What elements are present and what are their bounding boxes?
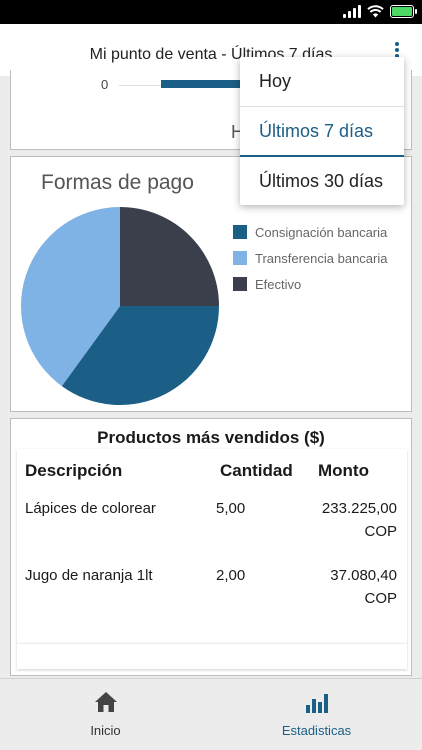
status-bar	[0, 0, 422, 24]
legend-item: Efectivo	[233, 271, 387, 297]
table-footer	[17, 643, 407, 669]
payment-methods-pie	[20, 207, 219, 405]
legend-swatch	[233, 277, 247, 291]
axis-zero-label: 0	[101, 77, 109, 92]
payment-methods-card: Formas de pago Consignación bancaria Tran…	[10, 156, 412, 412]
legend-label: Transferencia bancaria	[255, 250, 388, 266]
more-options-icon[interactable]	[394, 42, 400, 60]
row-cantidad: 2,00	[216, 567, 246, 584]
column-header-monto: Monto	[318, 461, 369, 480]
column-header-cantidad: Cantidad	[220, 461, 293, 480]
legend-item: Consignación bancaria	[233, 219, 387, 245]
row-monto-currency: COP	[364, 523, 397, 540]
pie-slice-consignaci-n-bancaria	[61, 306, 219, 405]
menu-divider	[240, 106, 404, 107]
menu-item-ultimos-7-dias[interactable]: Últimos 7 días	[259, 121, 374, 141]
menu-item-ultimos-30-dias[interactable]: Últimos 30 días	[259, 171, 384, 191]
pie-chart-title: Formas de pago	[41, 171, 194, 194]
legend-swatch	[233, 225, 247, 239]
row-descripcion: Jugo de naranja 1lt	[25, 567, 153, 584]
legend-label: Consignación bancaria	[255, 224, 388, 240]
home-icon	[94, 692, 117, 712]
tab-inicio-label: Inicio	[90, 723, 121, 738]
tab-inicio[interactable]: Inicio	[0, 679, 211, 750]
pie-slice-transferencia-bancaria	[20, 207, 121, 387]
row-descripcion: Lápices de colorear	[25, 500, 156, 517]
menu-selected-underline	[240, 155, 404, 157]
legend-label: Efectivo	[255, 276, 302, 292]
products-table: Descripción Cantidad Monto Lápices de co…	[17, 449, 407, 643]
row-monto-currency: COP	[364, 590, 397, 607]
bottom-tab-bar: Inicio Estadisticas	[0, 678, 422, 750]
top-products-title: Productos más vendidos ($)	[97, 428, 325, 447]
row-cantidad: 5,00	[216, 500, 246, 517]
pie-legend: Consignación bancaria Transferencia banca…	[233, 219, 387, 297]
date-range-menu: Hoy Últimos 7 días Últimos 30 días	[240, 57, 404, 205]
wifi-icon	[367, 4, 384, 17]
tab-estadisticas-label: Estadisticas	[281, 723, 352, 738]
legend-swatch	[233, 251, 247, 265]
pie-slice-efectivo	[120, 207, 219, 306]
battery-icon	[390, 4, 417, 18]
row-monto: 37.080,40 COP	[277, 564, 397, 610]
status-indicators	[343, 4, 417, 18]
menu-item-hoy[interactable]: Hoy	[259, 71, 292, 91]
row-monto-value: 233.225,00	[321, 500, 397, 517]
bar-chart-icon	[305, 694, 328, 713]
signal-icon	[343, 4, 361, 18]
chart-bar	[161, 80, 251, 88]
row-monto-value: 37.080,40	[330, 567, 397, 584]
tab-estadisticas[interactable]: Estadisticas	[211, 679, 422, 750]
column-header-descripcion: Descripción	[25, 461, 123, 480]
legend-item: Transferencia bancaria	[233, 245, 387, 271]
top-products-card: Productos más vendidos ($) Descripción C…	[10, 418, 412, 676]
row-monto: 233.225,00 COP	[277, 497, 397, 543]
